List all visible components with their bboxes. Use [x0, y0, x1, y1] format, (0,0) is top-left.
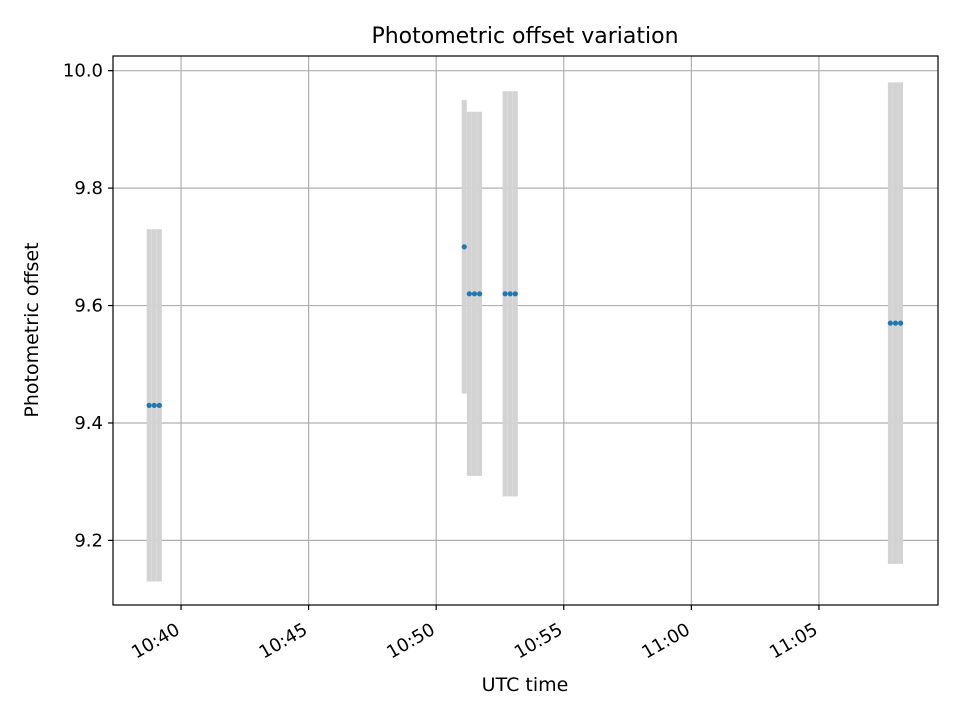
- data-point: [502, 291, 508, 297]
- data-point: [156, 402, 162, 408]
- y-axis-label: Photometric offset: [21, 242, 43, 417]
- y-tick-label: 9.8: [74, 178, 103, 199]
- x-axis-label: UTC time: [482, 674, 569, 696]
- data-point: [507, 291, 513, 297]
- data-point: [892, 320, 899, 326]
- data-point: [471, 291, 478, 297]
- data-point: [476, 291, 483, 297]
- y-tick-label: 9.2: [74, 530, 103, 551]
- data-point: [151, 402, 157, 408]
- grid: [113, 56, 938, 605]
- data-point: [512, 291, 518, 297]
- y-tick-label: 9.6: [74, 296, 103, 317]
- plot-frame: [112, 55, 939, 606]
- y-tick-label: 9.4: [74, 413, 103, 434]
- y-tick-label: 10.0: [63, 61, 103, 82]
- data-point: [466, 291, 472, 297]
- data-point: [897, 320, 904, 326]
- data-points: [146, 244, 904, 408]
- data-point: [887, 320, 893, 326]
- data-point: [461, 244, 467, 250]
- y-axis: 9.2 9.4 9.6 9.8 10.0: [63, 61, 113, 551]
- data-point: [146, 402, 152, 408]
- chart-title: Photometric offset variation: [371, 24, 678, 49]
